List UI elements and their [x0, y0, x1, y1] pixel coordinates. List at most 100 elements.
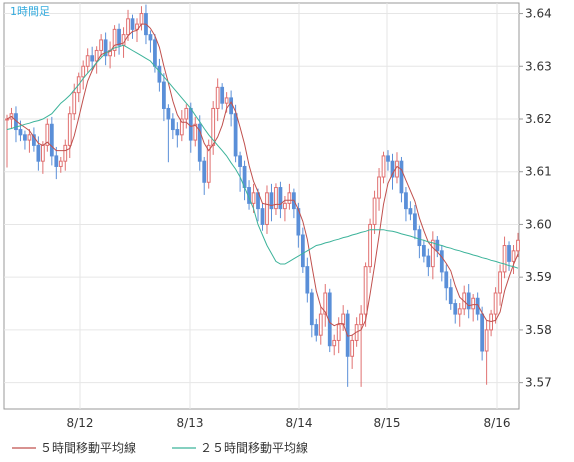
candle-body	[130, 18, 135, 30]
candle-body	[507, 245, 511, 262]
x-tick-label: 8/14	[286, 416, 313, 430]
candle-body	[206, 144, 211, 183]
candle-body	[27, 134, 32, 141]
candle-body	[99, 39, 104, 51]
candle-body	[238, 155, 242, 167]
candle-body	[58, 160, 63, 167]
candle-body	[23, 134, 27, 141]
candle-body	[386, 155, 390, 162]
candle-body	[466, 292, 471, 310]
x-axis-ticks: 8/12 8/13 8/14 8/15 8/16	[67, 416, 511, 430]
candle-body	[363, 266, 368, 315]
candle-body	[94, 49, 99, 62]
candle-body	[85, 55, 90, 67]
candle-body	[318, 313, 323, 336]
candle-body	[498, 271, 502, 294]
ma5-line	[6, 23, 519, 337]
candle-body	[381, 155, 386, 178]
y-tick-label: 3.63	[525, 59, 552, 73]
y-axis-ticks: 3.64 3.63 3.62 3.61 3.60 3.59 3.58 3.57	[519, 7, 552, 390]
candle-body	[269, 192, 274, 210]
candle-body	[444, 271, 449, 289]
candle-body	[112, 28, 117, 51]
candle-body	[278, 187, 283, 210]
candle-body	[54, 155, 59, 167]
candle-body	[439, 250, 444, 273]
candle-body	[404, 192, 408, 210]
candle-body	[300, 234, 305, 268]
candle-body	[457, 308, 462, 315]
candle-body	[511, 250, 516, 262]
candle-body	[166, 107, 171, 120]
candle-body	[493, 292, 498, 315]
candle-body	[417, 229, 422, 247]
candle-body	[516, 239, 520, 252]
candle-body	[175, 129, 180, 136]
legend: ５時間移動平均線 ２５時間移動平均線	[12, 440, 308, 455]
x-tick-label: 8/12	[67, 416, 94, 430]
candle-body	[161, 81, 166, 109]
candle-body	[471, 297, 476, 310]
ma25-line	[6, 44, 519, 269]
candle-body	[421, 245, 426, 257]
y-tick-label: 3.61	[525, 165, 552, 179]
candle-body	[202, 160, 207, 183]
candle-body	[435, 239, 440, 252]
candle-body	[229, 97, 234, 115]
candle-body	[430, 239, 435, 268]
candle-body	[103, 39, 108, 57]
candle-body	[184, 107, 189, 120]
candle-body	[63, 144, 68, 162]
candle-body	[135, 23, 139, 30]
candle-body	[18, 129, 23, 136]
candle-body	[220, 86, 225, 104]
candle-body	[390, 160, 395, 178]
candle-body	[197, 123, 202, 162]
candle-body	[139, 13, 144, 25]
candle-body	[314, 324, 319, 336]
candle-body	[260, 208, 265, 225]
candle-body	[341, 313, 346, 326]
candle-body	[32, 134, 36, 146]
candle-body	[287, 192, 292, 204]
candle-body	[332, 339, 337, 347]
candle-body	[453, 303, 458, 315]
candle-body	[502, 245, 507, 273]
candle-body	[211, 107, 216, 146]
candle-body	[170, 118, 175, 131]
candle-body	[305, 266, 310, 294]
candle-body	[90, 55, 95, 62]
x-tick-label: 8/13	[177, 416, 204, 430]
candle-body	[265, 192, 269, 225]
candle-body	[372, 197, 377, 225]
candle-body	[377, 176, 381, 199]
candle-body	[215, 86, 220, 109]
candle-body	[336, 324, 341, 341]
candle-body	[309, 292, 314, 326]
candle-body	[251, 192, 256, 204]
x-tick-label: 8/15	[374, 416, 401, 430]
candle-body	[350, 339, 355, 357]
plot-background	[3, 2, 520, 410]
candle-body	[148, 34, 153, 41]
period-label: 1時間足	[10, 5, 50, 18]
candle-body	[413, 213, 417, 231]
y-tick-label: 3.64	[525, 7, 552, 21]
candle-body	[72, 92, 77, 115]
legend-label-ma25: ２５時間移動平均線	[200, 440, 308, 455]
candle-body	[274, 187, 278, 210]
candle-body	[45, 123, 50, 146]
candle-body	[359, 313, 364, 326]
candle-body	[157, 65, 162, 83]
x-tick-label: 8/16	[484, 416, 511, 430]
candle-body	[5, 118, 9, 121]
candle-body	[153, 39, 157, 67]
candle-body	[426, 255, 431, 268]
candle-body	[49, 123, 54, 157]
candle-body	[283, 202, 287, 210]
candle-body	[484, 329, 489, 352]
candle-body	[399, 160, 404, 194]
candle-body	[448, 287, 453, 305]
candle-body	[368, 223, 372, 268]
